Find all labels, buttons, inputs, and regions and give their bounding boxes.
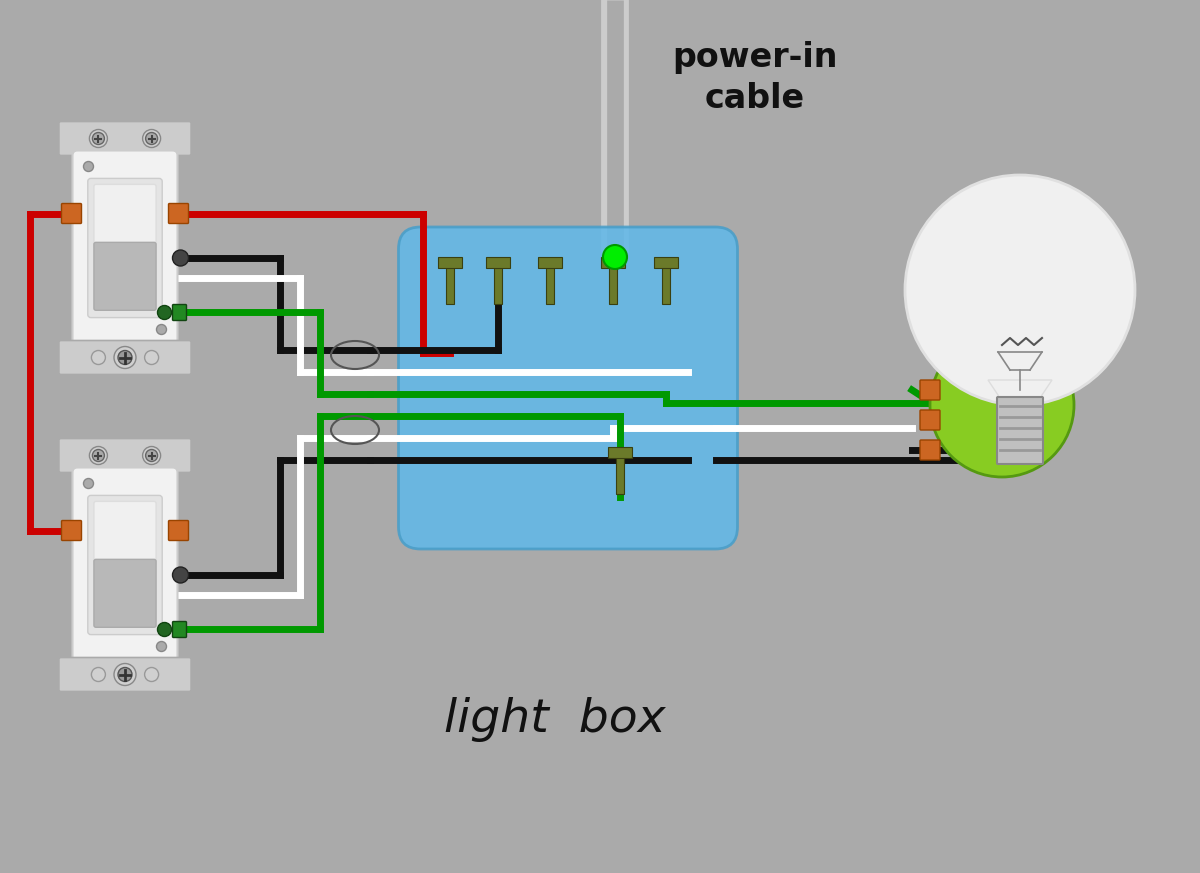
FancyBboxPatch shape: [88, 178, 162, 318]
Circle shape: [114, 663, 136, 685]
Circle shape: [145, 133, 157, 145]
Circle shape: [157, 622, 172, 636]
Bar: [616, 456, 624, 493]
FancyBboxPatch shape: [72, 468, 178, 663]
FancyBboxPatch shape: [72, 150, 178, 346]
Circle shape: [905, 175, 1135, 405]
FancyBboxPatch shape: [59, 657, 191, 691]
Bar: [610, 266, 617, 304]
FancyBboxPatch shape: [920, 380, 940, 400]
Circle shape: [91, 350, 106, 365]
Bar: [662, 266, 670, 304]
Bar: [608, 447, 632, 458]
Circle shape: [118, 350, 132, 365]
Circle shape: [84, 478, 94, 489]
Circle shape: [143, 446, 161, 464]
FancyBboxPatch shape: [173, 305, 186, 320]
Bar: [494, 266, 502, 304]
FancyBboxPatch shape: [920, 410, 940, 430]
Circle shape: [143, 129, 161, 148]
Circle shape: [90, 446, 108, 464]
Text: light  box: light box: [444, 698, 666, 743]
Circle shape: [157, 306, 172, 320]
Circle shape: [84, 162, 94, 171]
FancyBboxPatch shape: [59, 438, 191, 472]
Circle shape: [156, 642, 167, 651]
Circle shape: [92, 133, 104, 145]
Bar: [486, 257, 510, 268]
Circle shape: [156, 325, 167, 334]
Polygon shape: [988, 380, 1052, 410]
Circle shape: [173, 567, 188, 583]
FancyBboxPatch shape: [94, 184, 156, 248]
Circle shape: [145, 350, 158, 365]
FancyBboxPatch shape: [168, 203, 188, 223]
Bar: [446, 266, 454, 304]
FancyBboxPatch shape: [997, 397, 1043, 464]
Circle shape: [92, 450, 104, 462]
Circle shape: [145, 668, 158, 682]
Text: power-in
cable: power-in cable: [672, 41, 838, 115]
FancyBboxPatch shape: [61, 520, 82, 540]
Circle shape: [145, 450, 157, 462]
Bar: [546, 266, 554, 304]
Circle shape: [91, 668, 106, 682]
Bar: [654, 257, 678, 268]
FancyBboxPatch shape: [59, 340, 191, 375]
FancyBboxPatch shape: [88, 495, 162, 635]
Bar: [538, 257, 562, 268]
Circle shape: [930, 333, 1074, 477]
FancyBboxPatch shape: [398, 227, 738, 549]
Circle shape: [114, 347, 136, 368]
Circle shape: [118, 668, 132, 682]
FancyBboxPatch shape: [59, 121, 191, 155]
Bar: [438, 257, 462, 268]
FancyBboxPatch shape: [94, 560, 156, 628]
FancyBboxPatch shape: [168, 520, 188, 540]
FancyBboxPatch shape: [61, 203, 82, 223]
FancyBboxPatch shape: [94, 243, 156, 310]
Circle shape: [604, 245, 628, 269]
Circle shape: [173, 250, 188, 266]
Circle shape: [90, 129, 108, 148]
FancyBboxPatch shape: [173, 622, 186, 637]
FancyBboxPatch shape: [94, 501, 156, 566]
Bar: [601, 257, 625, 268]
FancyBboxPatch shape: [920, 440, 940, 460]
